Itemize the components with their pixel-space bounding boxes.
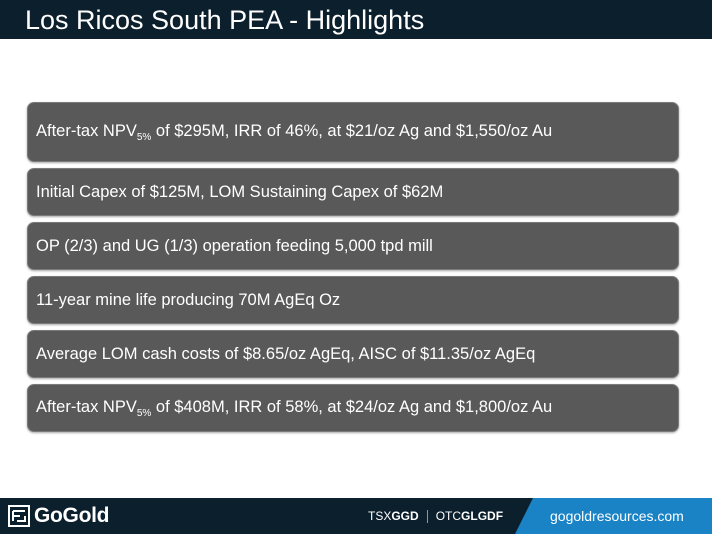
highlight-item-costs: Average LOM cash costs of $8.65/oz AgEq,… [27,330,679,378]
highlight-item-npv-upside: After-tax NPV5% of $408M, IRR of 58%, at… [27,384,679,432]
highlight-text: Initial Capex of $125M, LOM Sustaining C… [36,182,444,201]
highlight-text: OP (2/3) and UG (1/3) operation feeding … [36,236,433,255]
ticker-divider [426,509,428,523]
stock-tickers: TSXGGD OTCGLGDF [368,498,503,534]
otc-ticker: OTCGLGDF [435,509,504,523]
highlight-item-npv-base: After-tax NPV5% of $295M, IRR of 46%, at… [27,102,679,162]
slide-header: Los Ricos South PEA - Highlights [0,0,712,39]
slide-title: Los Ricos South PEA - Highlights [25,5,425,35]
highlight-text: Average LOM cash costs of $8.65/oz AgEq,… [36,344,536,363]
website-url: gogoldresources.com [550,508,684,524]
highlight-item-capex: Initial Capex of $125M, LOM Sustaining C… [27,168,679,216]
slide-footer: GoGold TSXGGD OTCGLGDF gogoldresources.c… [0,498,712,534]
highlight-text: After-tax NPV5% of $408M, IRR of 58%, at… [36,397,553,419]
highlights-list: After-tax NPV5% of $295M, IRR of 46%, at… [27,102,679,438]
tsx-ticker: TSXGGD [368,509,419,523]
highlight-text: After-tax NPV5% of $295M, IRR of 46%, at… [36,121,553,143]
gogold-logo: GoGold [8,505,109,527]
logo-text: GoGold [34,504,110,527]
highlight-text: 11-year mine life producing 70M AgEq Oz [36,290,341,309]
url-band [515,498,712,534]
highlight-item-operation: OP (2/3) and UG (1/3) operation feeding … [27,222,679,270]
gogold-logo-icon [8,505,30,527]
highlight-item-mine-life: 11-year mine life producing 70M AgEq Oz [27,276,679,324]
